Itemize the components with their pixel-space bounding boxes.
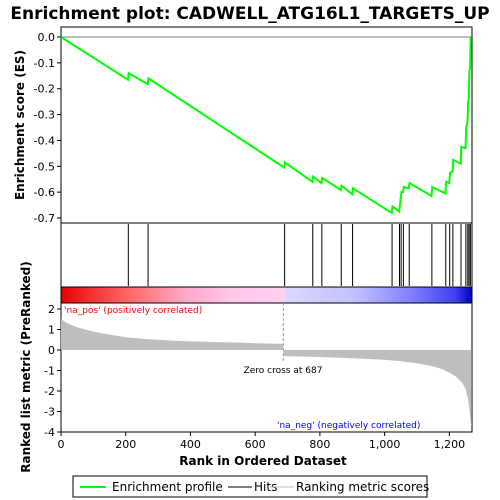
pos-correlation-label: 'na_pos' (positively correlated)	[64, 306, 202, 316]
es-panel	[60, 26, 473, 224]
es-tick-label: -0.1	[34, 57, 55, 70]
x-tick-label: 200	[115, 438, 136, 451]
metric-tick-label: -1	[44, 365, 55, 378]
legend-label-hits: Hits	[254, 480, 277, 494]
es-tick-label: -0.6	[34, 186, 55, 199]
legend-label-ranking: Ranking metric scores	[296, 480, 429, 494]
metric-tick-label: 1	[48, 324, 55, 337]
metric-panel	[60, 302, 473, 433]
x-tick-label: 600	[245, 438, 266, 451]
x-tick-label: 1,000	[369, 438, 401, 451]
hits-panel	[60, 222, 473, 288]
es-tick-label: -0.3	[34, 109, 55, 122]
metric-tick-label: 0	[48, 344, 55, 357]
x-tick-label: 1,200	[434, 438, 466, 451]
x-axis: 0 200 400 600 800 1,000 1,200	[58, 432, 466, 451]
enrichment-profile-line	[60, 36, 472, 215]
ranking-metric-area	[61, 319, 472, 426]
neg-correlation-label: 'na_neg' (negatively correlated)	[277, 421, 420, 431]
metric-tick-label: 2	[48, 303, 55, 316]
legend: Enrichment profile Hits Ranking metric s…	[72, 475, 429, 498]
es-axis: 0.0 -0.1 -0.2 -0.3 -0.4 -0.5 -0.6 -0.7	[34, 31, 61, 225]
metric-tick-label: -4	[44, 426, 55, 439]
x-axis-label: Rank in Ordered Dataset	[179, 454, 347, 468]
es-tick-label: -0.2	[34, 83, 55, 96]
metric-axis-label: Ranked list metric (PreRanked)	[19, 261, 33, 473]
x-tick-label: 0	[58, 438, 65, 451]
x-tick-label: 400	[180, 438, 201, 451]
zero-cross-label: Zero cross at 687	[244, 366, 323, 376]
es-tick-label: -0.7	[34, 212, 55, 225]
es-tick-label: -0.4	[34, 134, 55, 147]
metric-axis: 2 1 0 -1 -2 -3 -4	[44, 303, 61, 439]
es-axis-label: Enrichment score (ES)	[13, 50, 27, 200]
legend-label-enrichment: Enrichment profile	[112, 480, 223, 494]
x-tick-label: 800	[309, 438, 330, 451]
hits-group	[127, 224, 471, 286]
es-tick-label: 0.0	[38, 31, 56, 44]
metric-tick-label: -3	[44, 406, 55, 419]
metric-tick-label: -2	[44, 385, 55, 398]
rank-color-bar	[60, 286, 473, 304]
es-tick-label: -0.5	[34, 160, 55, 173]
chart-title: Enrichment plot: CADWELL_ATG16L1_TARGETS…	[10, 4, 489, 24]
